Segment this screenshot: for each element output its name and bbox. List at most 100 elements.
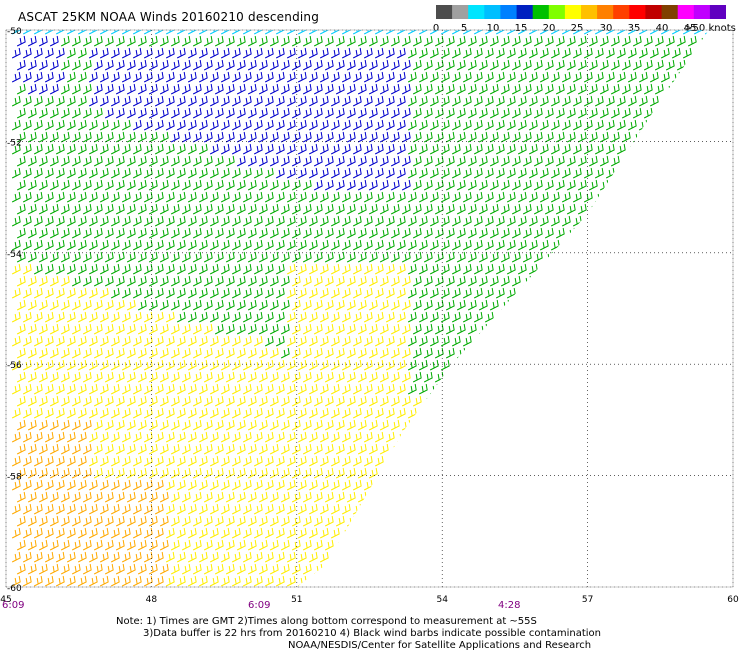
wind-barb [60,515,70,527]
wind-barb [49,155,59,167]
wind-barb [33,479,43,491]
map-title: ASCAT 25KM NOAA Winds 20160210 descendin… [18,10,320,24]
wind-barb [82,131,92,143]
wind-barb [27,395,37,407]
wind-barb [555,227,565,239]
wind-barb [231,263,241,275]
wind-barb [214,275,224,287]
time-label-55: 4:28 [498,600,521,611]
wind-barb [121,455,131,467]
wind-barb [500,227,510,239]
wind-barb [335,515,345,527]
wind-barb [132,239,142,251]
wind-barb [242,71,252,83]
wind-barb [11,30,21,35]
wind-barb [258,443,268,455]
wind-barb [319,263,329,275]
wind-barb [489,443,499,455]
wind-barb [390,323,400,335]
wind-barb [396,407,406,419]
wind-barb [115,563,125,575]
wind-barb [643,299,653,311]
wind-barb [341,479,351,491]
wind-barb [132,359,142,371]
wind-barb [275,311,285,323]
wind-barb [77,551,87,563]
wind-barb [693,239,703,251]
wind-barb [77,455,87,467]
wind-barb [632,83,642,95]
wind-barb [324,467,334,479]
wind-barb [539,383,549,395]
wind-barb [302,83,312,95]
wind-barb [379,395,389,407]
wind-barb [583,167,593,179]
wind-barb [533,131,543,143]
wind-barb [682,47,692,59]
wind-barb [621,179,631,191]
wind-barb [418,551,428,563]
wind-barb [44,167,54,179]
wind-barb [489,83,499,95]
wind-barb [716,72,724,82]
wind-barb [577,275,587,287]
wind-barb [231,71,241,83]
wind-barb [588,203,598,215]
wind-barb [99,335,109,347]
wind-barb [209,527,219,539]
wind-barb [555,155,565,167]
wind-barb [445,155,455,167]
wind-barb [214,419,224,431]
wind-barb [682,527,692,539]
wind-barb [522,347,532,359]
wind-barb [121,119,131,131]
wind-barb [588,83,598,95]
wind-barb [572,503,582,515]
colorbar-swatch [484,5,501,19]
wind-barb [363,311,373,323]
wind-barb [368,467,378,479]
wind-barb [638,191,648,203]
wind-barb [522,443,532,455]
wind-barb [605,119,615,131]
wind-barb [33,47,43,59]
wind-barb [555,251,565,263]
wind-barb [638,95,648,107]
wind-barb [346,467,356,479]
wind-barb [627,479,637,491]
wind-barb [511,443,521,455]
wind-barb [682,335,692,347]
wind-barb [297,191,307,203]
wind-barb [577,35,587,47]
wind-barb [27,443,37,455]
wind-barb [693,431,703,443]
wind-barb [286,215,296,227]
wind-barb [247,491,257,503]
wind-barb [187,71,197,83]
wind-barb [341,30,351,35]
wind-barb [462,575,472,587]
wind-barb [511,107,521,119]
wind-barb [716,168,724,178]
wind-barb [583,527,593,539]
wind-barb [363,47,373,59]
wind-barb [710,564,718,574]
wind-barb [473,47,483,59]
wind-barb [346,83,356,95]
wind-barb [242,311,252,323]
wind-barb [401,563,411,575]
colorbar-swatch [693,5,711,19]
wind-barb [687,491,697,503]
wind-barb [346,227,356,239]
wind-barb [357,251,367,263]
wind-barb [231,359,241,371]
wind-barb [60,347,70,359]
wind-barb [49,515,59,527]
wind-barb [291,371,301,383]
wind-barb [319,455,329,467]
wind-barb [126,251,136,263]
wind-barb [38,107,48,119]
wind-barb [451,551,461,563]
wind-barb [352,503,362,515]
wind-barb [236,275,246,287]
